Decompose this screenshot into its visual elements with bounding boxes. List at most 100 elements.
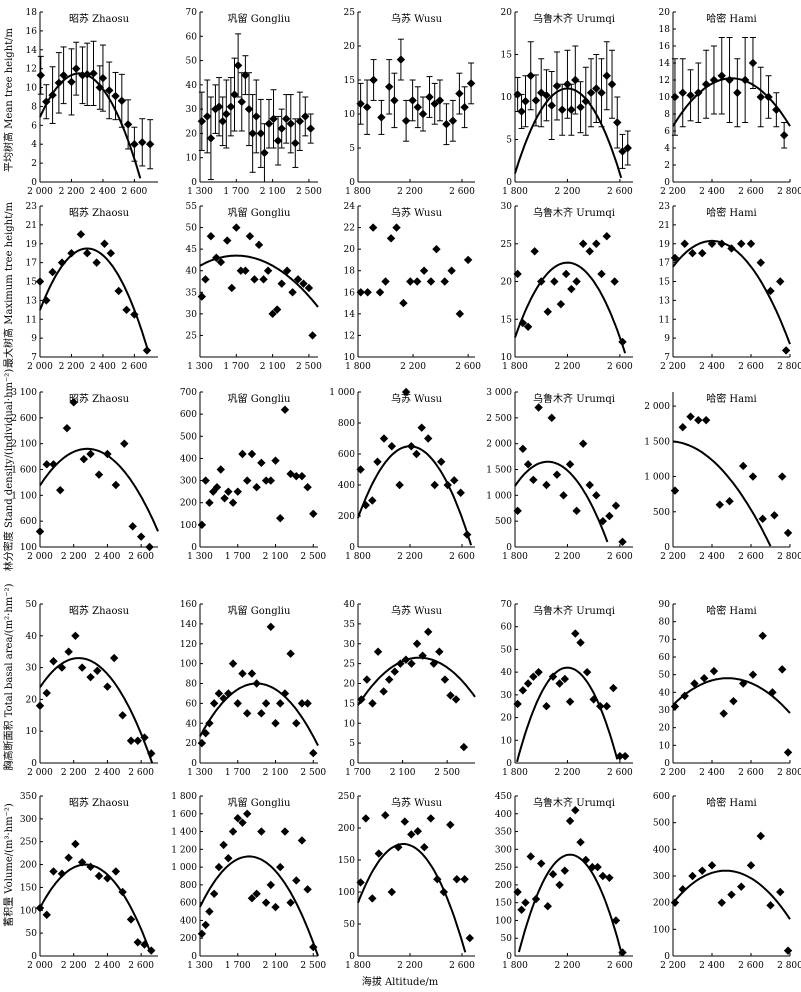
chart-r0c1-point — [260, 148, 269, 158]
chart-r0c2-xtick-label: 2 600 — [449, 187, 475, 197]
chart-r4c1-point — [209, 889, 219, 898]
chart-r3c3-point — [560, 674, 570, 684]
chart-r3c2-point — [429, 659, 438, 668]
chart-r1c1-point — [232, 223, 241, 232]
chart-r4c4-point — [776, 887, 785, 897]
chart-r3c4-point — [690, 679, 699, 688]
chart-r1c1-point — [293, 275, 303, 284]
chart-r4c2-point — [387, 887, 396, 897]
chart-r4c1-point — [233, 814, 242, 823]
chart-r4c1-point — [201, 920, 210, 930]
chart-r4c1-point — [297, 836, 307, 845]
chart-r4c3-point — [588, 862, 597, 872]
chart-r4c2-point — [413, 827, 422, 836]
chart-r4c1-ytick-label: 1 000 — [171, 863, 197, 873]
chart-r4c1-point — [303, 885, 312, 894]
chart-r3c2: 0 5 10 15 20 25 30 35 40 1 700 2 100 2 500 乌苏 Wusu — [344, 600, 476, 778]
chart-r4c1-point — [238, 818, 247, 827]
chart-r1c3-point — [602, 232, 611, 241]
chart-r3c4-point — [778, 665, 787, 674]
chart-r0c1-point — [206, 134, 216, 143]
chart-r2c4: 0 500 1 000 1 500 2 000 2 200 2 400 2 600 2 800 哈… — [644, 392, 801, 562]
chart-r4c1: 0 200 400 600 800 1 000 1 200 1 400 1 600 1 800 1 … — [171, 792, 326, 971]
chart-r1c4-point — [781, 346, 791, 355]
chart-r2c1: 0 100 200 300 400 500 600 700 1 300 1 700 2 100 2 5… — [180, 388, 327, 562]
chart-r0c1-title: 巩留 Gongliu — [228, 12, 291, 25]
chart-r1c1-point — [216, 257, 226, 267]
chart-r4c1-point — [276, 862, 285, 872]
chart-r0c2-point — [385, 82, 394, 91]
chart-r1c4-point — [756, 258, 765, 267]
chart-r2c3-ytick-label: 1 500 — [486, 466, 512, 476]
chart-r3c0-ytick-label: 50 — [26, 600, 38, 610]
chart-r2c2-point — [430, 480, 439, 490]
chart-r0c2-ytick-label: 25 — [344, 8, 356, 18]
chart-r3c1-point — [261, 699, 271, 708]
chart-r1c4: 7 9 11 13 15 17 19 21 23 2 200 2 400 2 600 2 800 哈密 H… — [659, 202, 801, 372]
chart-r4c3-point — [531, 894, 541, 904]
chart-r1c2-point — [406, 277, 415, 286]
chart-r0c2-ytick-label: 15 — [344, 76, 356, 86]
chart-r0c3-point — [618, 147, 627, 156]
chart-r2c1-ytick-label: 200 — [180, 499, 197, 509]
chart-r4c1-point — [280, 827, 290, 836]
chart-r1c4-ytick-label: 21 — [659, 221, 670, 231]
chart-r4c2-point — [394, 843, 403, 852]
chart-r2c3-point — [578, 439, 588, 448]
chart-r0c4-point — [756, 92, 765, 102]
chart-r4c3-point — [513, 887, 522, 897]
chart-r1c3-xtick-label: 1 800 — [502, 362, 528, 372]
chart-r1c3-point — [572, 277, 581, 286]
chart-r1c3-point — [518, 318, 528, 328]
chart-r4c3-ytick-label: 450 — [495, 792, 512, 802]
chart-r3c3-xtick-label: 2 600 — [607, 768, 633, 778]
chart-r4c2-point — [368, 894, 377, 903]
chart-r3c3-point — [555, 679, 564, 688]
chart-r2c0-ytick-label: 2 600 — [11, 414, 37, 424]
chart-r3c1-point — [209, 699, 219, 708]
chart-r3c1-ytick-label: 100 — [180, 660, 197, 670]
chart-r1c2-point — [368, 223, 378, 232]
chart-r3c4-ytick-label: 50 — [659, 671, 671, 681]
chart-r1c4-xtick-label: 2 200 — [660, 362, 686, 372]
chart-r4c4-fit-curve — [672, 869, 791, 920]
chart-r1c2-xtick-label: 1 800 — [345, 362, 371, 372]
chart-r4c2: 0 50 100 150 200 250 1 800 2 200 2 600 乌苏 Wusu — [338, 792, 475, 971]
chart-r0c2-point — [356, 99, 365, 108]
chart-r0c3-point — [571, 75, 580, 85]
chart-r4c2-point — [374, 849, 383, 858]
chart-r3c4-point — [768, 688, 777, 697]
chart-r4c4-point — [707, 861, 717, 870]
chart-r1c0-point — [83, 248, 92, 258]
chart-r0c0-ytick-label: 8 — [31, 102, 37, 112]
chart-r1c2-point — [432, 244, 441, 254]
chart-r3c2-point — [357, 695, 366, 704]
chart-r2c0-point — [42, 460, 51, 469]
chart-r2c1-title: 巩留 Gongliu — [228, 392, 291, 405]
chart-r3c4-ytick-label: 30 — [659, 706, 671, 716]
chart-r1c1-point — [268, 309, 277, 319]
chart-r3c0-fit-curve — [39, 657, 154, 764]
chart-r3c1-point — [224, 689, 233, 698]
row-ylabel-2: 林分密度 Stand density/(individual·hm⁻²) — [2, 369, 15, 572]
chart-r0c4-ytick-label: 2 — [664, 161, 670, 171]
chart-r4c1-point — [243, 809, 252, 818]
chart-r4c3-point — [576, 838, 585, 847]
chart-r3c3-point — [542, 702, 551, 711]
chart-r2c0-point — [120, 439, 129, 448]
chart-r0c4-title: 哈密 Hami — [706, 12, 757, 25]
chart-r3c3-point — [602, 702, 611, 711]
chart-r0c2-point — [362, 103, 372, 112]
chart-r4c3-ytick-label: 300 — [495, 845, 512, 855]
chart-r0c3-point — [567, 105, 576, 114]
chart-r4c1-point — [309, 942, 318, 952]
chart-r3c3-point — [523, 679, 533, 688]
chart-r0c4-ytick-label: 20 — [659, 8, 671, 18]
chart-r1c2-title: 乌苏 Wusu — [391, 206, 443, 219]
chart-r2c4-ytick-label: 2 000 — [644, 402, 670, 412]
chart-r2c3-fit-curve — [514, 460, 609, 543]
chart-r0c4-xtick-label: 2 600 — [738, 187, 764, 197]
chart-r1c1-point — [304, 283, 314, 293]
chart-r2c3-ytick-label: 0 — [506, 543, 512, 553]
chart-r0c1-point — [282, 114, 291, 124]
